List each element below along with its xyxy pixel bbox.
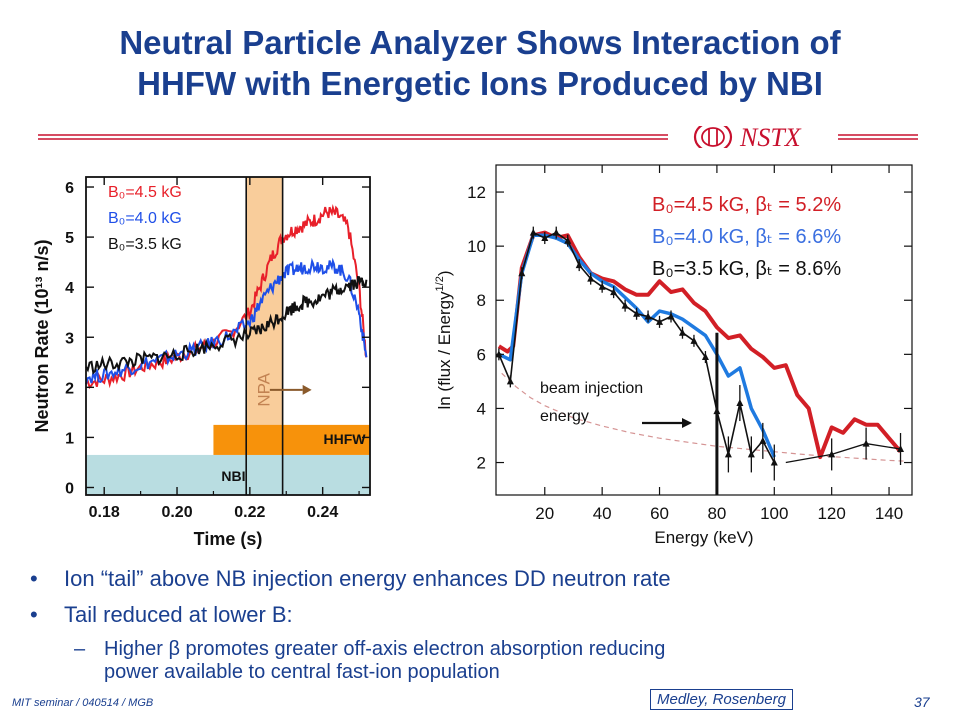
data-marker (598, 282, 606, 290)
data-marker (724, 450, 732, 458)
sub-bullet-marker: – (74, 638, 86, 660)
y-axis-label: Neutron Rate (10¹³ n/s) (32, 239, 52, 432)
data-marker (610, 288, 618, 296)
slide-title: Neutral Particle Analyzer Shows Interact… (0, 22, 960, 104)
legend-entry-1: B₀=4.5 kG, βₜ = 5.2% (652, 194, 841, 216)
x-axis-label: Time (s) (194, 529, 263, 549)
data-marker (506, 377, 514, 385)
footer-left-text: MIT seminar / 040514 / MGB (12, 697, 154, 709)
beam-label-line-2: energy (540, 408, 589, 425)
x-tick-label: 20 (535, 504, 554, 523)
plot-frame (85, 176, 371, 496)
x-tick-label: 40 (593, 504, 612, 523)
x-tick-label: 0.18 (89, 504, 120, 521)
data-marker (575, 261, 583, 269)
y-tick-label: 6 (477, 345, 486, 364)
neutron-rate-chart: 0.18 0.20 0.22 0.24 0 1 2 3 4 5 6 Time (s) Neutron … (32, 176, 371, 549)
data-marker (770, 458, 778, 466)
y-tick-label: 1 (65, 430, 74, 447)
title-line-1: Neutral Particle Analyzer Shows Interact… (119, 24, 841, 61)
sub-bullet-item: – Higher β promotes greater off-axis elec… (74, 638, 894, 684)
legend-entry-2: B₀=4.0 kG (108, 210, 182, 227)
plot-frame (495, 164, 913, 496)
beam-label-line-1: beam injection (540, 380, 643, 397)
legend-entry-2: B₀=4.0 kG, βₜ = 6.6% (652, 226, 841, 248)
data-marker (759, 436, 767, 444)
x-tick-label: 0.24 (307, 504, 338, 521)
data-marker (529, 228, 537, 236)
data-marker (701, 353, 709, 361)
data-marker (678, 328, 686, 336)
x-tick-label: 0.20 (161, 504, 192, 521)
x-tick-label: 120 (817, 504, 845, 523)
sub-bullet-text-line-1: Higher β promotes greater off-axis elect… (104, 638, 666, 660)
y-tick-label: 4 (65, 280, 74, 297)
x-tick-label: 0.22 (234, 504, 265, 521)
page-number: 37 (914, 694, 930, 710)
legend-entry-1: B₀=4.5 kG (108, 184, 182, 201)
series-line-tail (785, 442, 901, 464)
reference-dashed-curve (501, 372, 907, 462)
series-line-1 (85, 203, 368, 390)
y-tick-label: 0 (65, 480, 74, 497)
nstx-logo-emblem (693, 126, 733, 148)
y-tick-label: 6 (65, 180, 74, 197)
nbi-label: NBI (221, 468, 245, 484)
data-marker (633, 309, 641, 317)
hhfw-label: HHFW (324, 431, 367, 447)
data-marker (747, 450, 755, 458)
npa-label: NPA (254, 372, 273, 406)
data-marker (541, 234, 549, 242)
hhfw-bar (213, 424, 370, 455)
bullet-item-2: • Tail reduced at lower B: (30, 602, 293, 628)
y-tick-label: 2 (477, 454, 486, 473)
sub-bullet-text-line-2: power available to central fast-ion popu… (104, 661, 500, 683)
nstx-logo-text: NSTX (739, 126, 802, 148)
bullet-marker: • (30, 566, 38, 591)
data-marker (644, 312, 652, 320)
series-line-3 (85, 275, 368, 375)
beam-arrowhead (682, 418, 692, 428)
bullet-text: Tail reduced at lower B: (64, 602, 293, 627)
data-marker (736, 399, 744, 407)
series-line-2 (85, 257, 368, 385)
legend-entry-3: B₀=3.5 kG (108, 236, 182, 253)
x-tick-label: 80 (707, 504, 726, 523)
data-marker (518, 269, 526, 277)
y-tick-label: 2 (65, 380, 74, 397)
data-marker (656, 317, 664, 325)
npa-arrowhead (302, 384, 312, 395)
data-marker (621, 301, 629, 309)
energy-spectrum-chart: 20 40 60 80 100 120 140 2 4 6 8 10 12 Energy (keV) ln… (434, 164, 913, 547)
footer-authors-box: Medley, Rosenberg (650, 689, 793, 710)
data-marker (667, 312, 675, 320)
data-marker (587, 274, 595, 282)
x-tick-label: 100 (760, 504, 788, 523)
y-axis-label: ln (flux / Energy1/2) (434, 270, 454, 409)
title-rule: NSTX (38, 126, 918, 148)
y-tick-label: 5 (65, 230, 74, 247)
data-marker (564, 236, 572, 244)
bullet-item-1: • Ion “tail” above NB injection energy en… (30, 566, 671, 592)
y-tick-label: 3 (65, 330, 74, 347)
x-tick-label: 60 (650, 504, 669, 523)
y-tick-label: 8 (477, 291, 486, 310)
data-marker (552, 228, 560, 236)
x-axis-label: Energy (keV) (654, 528, 753, 547)
bullet-text: Ion “tail” above NB injection energy enh… (64, 566, 671, 591)
nstx-logo: NSTX (693, 126, 802, 148)
bullet-marker: • (30, 602, 38, 627)
y-tick-label: 4 (477, 399, 486, 418)
legend-entry-3: B₀=3.5 kG, βₜ = 8.6% (652, 258, 841, 280)
y-tick-label: 10 (467, 237, 486, 256)
x-tick-label: 140 (875, 504, 903, 523)
y-tick-label: 12 (467, 183, 486, 202)
data-marker (690, 336, 698, 344)
title-line-2: HHFW with Energetic Ions Produced by NBI (137, 65, 823, 102)
